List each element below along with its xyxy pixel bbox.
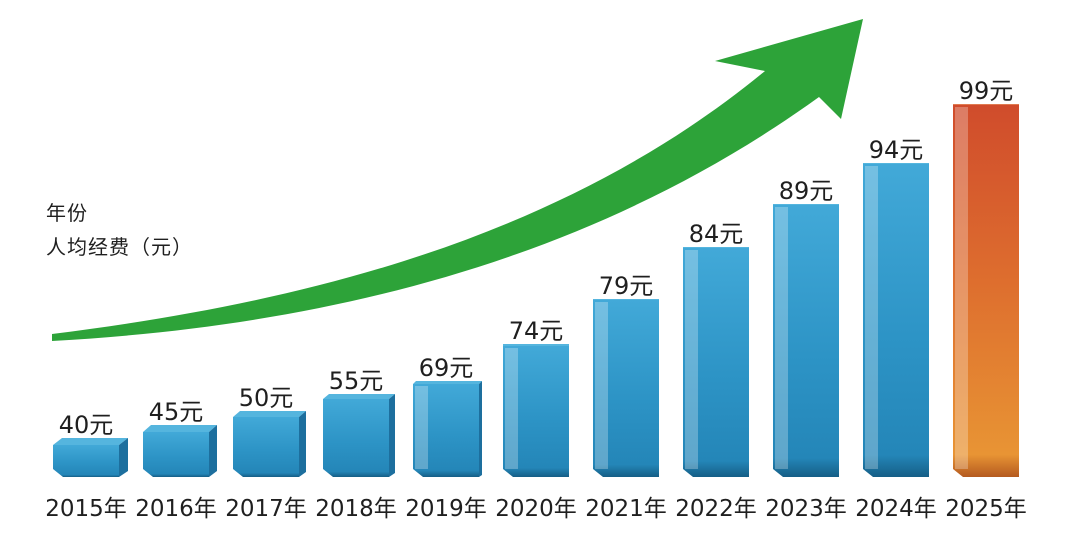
bar-top-face (233, 411, 306, 417)
value-label-2019: 69元 (418, 354, 474, 382)
bar-highlight (415, 386, 428, 469)
x-axis-label-2021: 2021年 (585, 496, 667, 522)
bar-highlight (505, 348, 518, 469)
bar-front-face (773, 205, 839, 477)
bar-highlight (595, 302, 608, 469)
x-axis-label-2024: 2024年 (855, 496, 937, 522)
bar-top-face (503, 344, 569, 346)
bar-2021 (593, 299, 659, 477)
x-axis-label-2023: 2023年 (765, 496, 847, 522)
bar-2023 (773, 204, 839, 477)
bar-2015 (53, 438, 128, 477)
bar-2017 (233, 411, 306, 477)
y-axis-title: 年份 人均经费（元） (46, 196, 193, 264)
bar-top-face (863, 163, 929, 164)
bar-2020 (503, 344, 569, 477)
bar-top-face (413, 381, 482, 384)
bar-highlight (865, 166, 878, 469)
bar-front-face (323, 399, 389, 477)
value-label-2017: 50元 (238, 384, 294, 412)
value-label-2015: 40元 (58, 411, 114, 439)
x-axis-label-2016: 2016年 (135, 496, 217, 522)
value-label-2020: 74元 (508, 317, 564, 345)
x-axis-label-2020: 2020年 (495, 496, 577, 522)
bar-front-face (503, 346, 569, 477)
bar-top-face (323, 394, 395, 399)
value-label-2025: 99元 (958, 77, 1014, 105)
bar-2019 (413, 381, 482, 477)
bar-2024 (863, 163, 929, 477)
x-axis-label-2017: 2017年 (225, 496, 307, 522)
x-axis-label-2015: 2015年 (45, 496, 127, 522)
bar-side-face (299, 411, 306, 477)
x-axis-label-2025: 2025年 (945, 496, 1027, 522)
bar-top-face (953, 104, 1019, 105)
value-label-2022: 84元 (688, 220, 744, 248)
bar-front-face (953, 105, 1019, 477)
bar-front-face (143, 432, 209, 477)
bar-side-face (209, 425, 217, 477)
bar-2016 (143, 425, 217, 477)
x-axis-label-2022: 2022年 (675, 496, 757, 522)
bar-top-face (143, 425, 217, 432)
bar-top-face (593, 299, 659, 300)
value-label-2018: 55元 (328, 367, 384, 395)
bar-2022 (683, 247, 749, 477)
bar-front-face (593, 300, 659, 477)
bar-side-face (389, 394, 395, 477)
bar-highlight (955, 107, 968, 469)
bar-front-face (53, 445, 119, 477)
bar-top-face (773, 204, 839, 205)
bar-2018 (323, 394, 395, 477)
value-label-2021: 79元 (598, 272, 654, 300)
value-label-2016: 45元 (148, 398, 204, 426)
bar-front-face (683, 248, 749, 477)
bar-side-face (119, 438, 128, 477)
bar-top-face (683, 247, 749, 248)
bar-front-face (413, 384, 479, 477)
bar-highlight (775, 207, 788, 469)
y-axis-title-line1: 年份 (46, 201, 88, 225)
bar-front-face (233, 417, 299, 477)
x-axis-label-2018: 2018年 (315, 496, 397, 522)
bar-front-face (863, 164, 929, 477)
value-label-2023: 89元 (778, 177, 834, 205)
bar-highlight (685, 250, 698, 469)
bar-top-face (53, 438, 128, 445)
bar-side-face (479, 381, 482, 477)
value-label-2024: 94元 (868, 136, 924, 164)
bar-2025 (953, 104, 1019, 477)
y-axis-title-line2: 人均经费（元） (46, 235, 193, 259)
x-axis-label-2019: 2019年 (405, 496, 487, 522)
